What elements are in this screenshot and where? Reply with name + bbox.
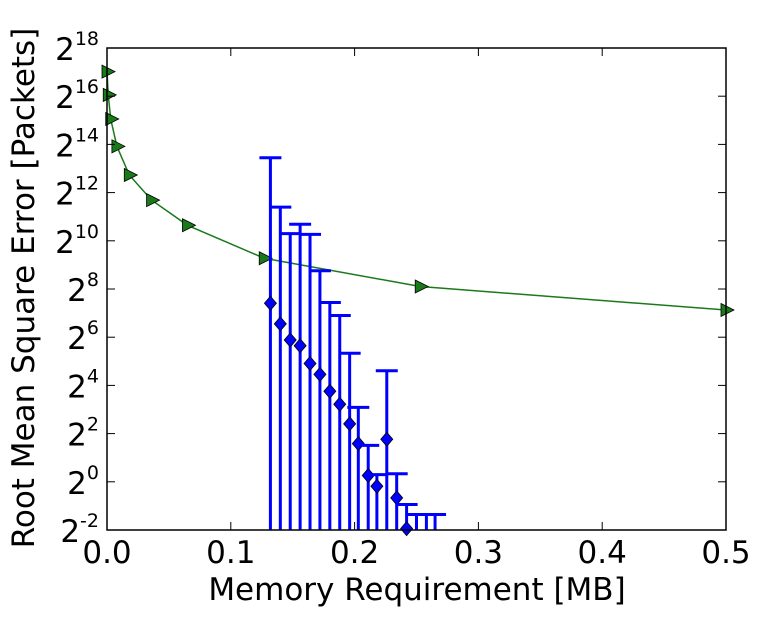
data-point <box>370 478 384 494</box>
data-point <box>263 295 277 311</box>
data-point <box>182 218 197 233</box>
data-point <box>123 167 139 183</box>
series-layer <box>101 64 735 537</box>
y-tick-label: 216 <box>55 76 99 116</box>
data-point <box>313 366 327 382</box>
x-tick-label: 0.4 <box>578 535 627 571</box>
y-tick-label: 20 <box>67 462 99 502</box>
y-tick-label: 218 <box>55 28 99 68</box>
data-point <box>283 332 297 348</box>
data-point <box>323 383 337 399</box>
series-0 <box>101 64 735 318</box>
x-tick-label: 0.0 <box>82 535 131 571</box>
y-axis-title: Root Mean Square Error [Packets] <box>6 28 42 549</box>
y-tick-label: 22 <box>67 414 99 454</box>
data-point <box>111 139 126 154</box>
data-point <box>400 521 414 537</box>
y-tick-label: 212 <box>55 173 99 213</box>
x-tick-label: 0.2 <box>330 535 379 571</box>
y-tick-label: 2-2 <box>60 510 99 550</box>
series-line <box>106 71 727 311</box>
y-tick-label: 24 <box>67 365 99 405</box>
data-point <box>414 279 430 294</box>
x-axis-title: Memory Requirement [MB] <box>208 572 625 608</box>
x-tick-label: 0.1 <box>206 535 255 571</box>
series-1 <box>259 156 418 537</box>
y-tick-label: 26 <box>67 317 99 357</box>
data-point <box>146 192 161 208</box>
data-point <box>101 64 116 79</box>
data-point <box>333 396 347 412</box>
data-point <box>293 338 307 354</box>
data-point <box>380 431 394 447</box>
y-tick-label: 210 <box>55 221 99 261</box>
data-point <box>351 435 365 452</box>
data-point <box>273 316 287 332</box>
data-point <box>258 251 274 266</box>
axes-layer: 0.0 0.1 0.2 0.3 0.4 0.5 218 216 214 212 210 28 26 24 2… <box>55 28 751 571</box>
data-point <box>105 111 120 127</box>
x-tick-label: 0.5 <box>701 535 750 571</box>
y-tick-label: 214 <box>55 124 99 164</box>
data-point <box>303 355 317 372</box>
data-point <box>720 302 735 318</box>
data-point <box>343 416 357 432</box>
x-tick-label: 0.3 <box>454 535 503 571</box>
y-tick-label: 28 <box>67 269 99 309</box>
series-2 <box>405 513 447 530</box>
